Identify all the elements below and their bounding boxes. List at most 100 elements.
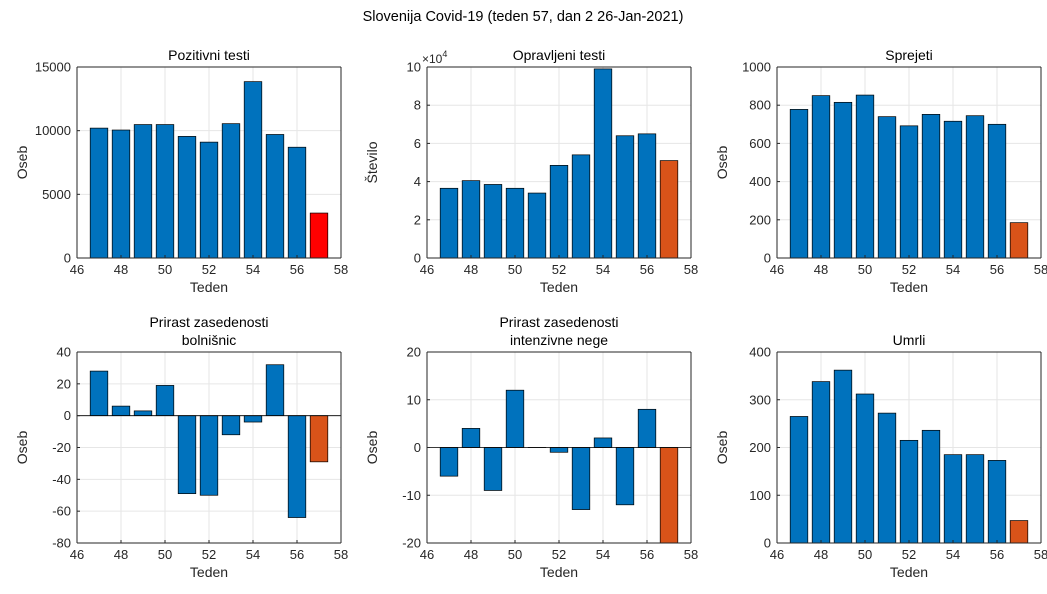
x-axis-label: Teden [190,564,228,580]
y-tick-label: 8 [414,98,421,113]
x-tick-label: 56 [290,262,304,277]
bar-week-48 [112,130,130,258]
x-tick-label: 52 [202,262,216,277]
bar-week-48 [812,382,830,543]
y-tick-label: 10 [407,392,421,407]
bar-week-56 [988,460,1006,543]
y-exponent-label: ×104 [422,49,447,66]
bar-week-52 [900,440,918,543]
bar-week-53 [222,124,240,258]
bar-week-47 [790,109,808,258]
bar-week-47 [440,188,458,258]
subplot-title: Opravljeni testi [513,47,606,63]
subplot-title: Pozitivni testi [168,47,250,63]
y-tick-label: 0 [414,440,421,455]
bar-week-51 [878,117,896,258]
y-axis-label: Oseb [714,431,730,465]
y-axis-label: Oseb [14,146,30,180]
subplot-title: Prirast zasedenosti [149,314,268,330]
bar-week-49 [834,370,852,543]
y-tick-label: 15000 [35,60,71,75]
bar-week-55 [966,116,984,258]
y-tick-label: 0 [764,251,771,266]
y-tick-label: 300 [749,392,771,407]
bar-week-56 [288,416,306,518]
y-tick-label: 1000 [742,60,771,75]
bar-week-50 [156,385,174,415]
bar-week-53 [922,114,940,258]
y-tick-label: 800 [749,98,771,113]
x-tick-label: 56 [640,547,654,562]
y-tick-label: 5000 [42,187,71,202]
x-tick-label: 50 [508,262,522,277]
bar-week-50 [156,125,174,258]
bar-week-48 [112,406,130,416]
x-tick-label: 52 [552,547,566,562]
subplot-title: intenzivne nege [510,332,608,348]
bar-week-53 [222,416,240,435]
x-axis-label: Teden [890,564,928,580]
bar-week-52 [200,142,218,258]
x-tick-label: 54 [596,262,610,277]
x-tick-label: 46 [420,262,434,277]
x-axis-label: Teden [540,279,578,295]
bar-week-51 [878,413,896,543]
y-tick-label: -80 [52,536,71,551]
x-tick-label: 50 [158,547,172,562]
bar-week-50 [506,188,524,258]
x-tick-label: 52 [202,547,216,562]
bar-week-56 [988,124,1006,258]
x-tick-label: 54 [246,262,260,277]
x-tick-label: 46 [770,547,784,562]
bar-week-47 [90,128,108,258]
x-tick-label: 46 [420,547,434,562]
subplot-title: bolnišnic [182,332,236,348]
y-tick-label: 400 [749,174,771,189]
x-tick-label: 46 [70,262,84,277]
bar-week-57 [660,448,678,544]
x-tick-label: 48 [464,547,478,562]
y-axis-label: Število [364,141,380,183]
x-tick-label: 48 [464,262,478,277]
bar-week-54 [594,69,612,258]
y-tick-label: -10 [402,488,421,503]
bar-week-55 [966,455,984,543]
bar-week-56 [638,134,656,258]
x-axis-label: Teden [890,279,928,295]
bar-week-51 [178,416,196,494]
x-tick-label: 54 [596,547,610,562]
x-tick-label: 58 [334,262,348,277]
y-tick-label: -20 [402,536,421,551]
y-tick-label: 0 [414,251,421,266]
bar-week-47 [790,416,808,543]
x-tick-label: 58 [1034,547,1047,562]
bar-week-55 [616,136,634,258]
x-tick-label: 58 [684,262,698,277]
x-tick-label: 58 [684,547,698,562]
x-tick-label: 54 [246,547,260,562]
subplot-title: Sprejeti [885,47,932,63]
bar-week-49 [134,411,152,416]
bar-week-51 [528,193,546,258]
bar-week-50 [856,95,874,258]
y-tick-label: 10000 [35,123,71,138]
y-axis-label: Oseb [714,146,730,180]
y-axis-label: Oseb [364,431,380,465]
y-tick-label: -60 [52,504,71,519]
bar-week-52 [200,416,218,496]
bar-week-52 [550,448,568,453]
x-tick-label: 56 [640,262,654,277]
bar-week-57 [310,213,328,258]
y-tick-label: 200 [749,440,771,455]
bar-week-50 [856,394,874,543]
bar-week-55 [266,134,284,258]
x-tick-label: 48 [814,547,828,562]
y-exponent-power: 4 [442,49,447,59]
y-tick-label: 20 [57,376,71,391]
bar-week-48 [462,428,480,447]
